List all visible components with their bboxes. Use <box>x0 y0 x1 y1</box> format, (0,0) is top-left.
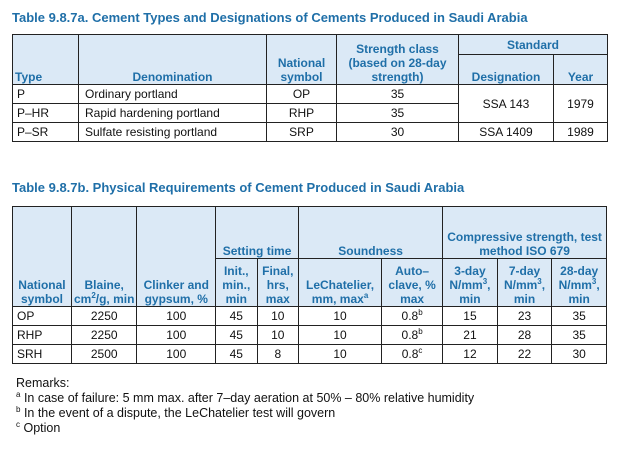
row-lechatelier: 10 <box>298 306 383 326</box>
table-b-caption: Table 9.8.7b. Physical Requirements of C… <box>12 180 465 195</box>
row-clinker: 100 <box>136 306 217 326</box>
row-blaine: 2500 <box>70 344 138 364</box>
row-blaine: 2250 <box>70 325 138 345</box>
header-year: Year <box>552 54 609 85</box>
row-lechatelier: 10 <box>298 325 383 345</box>
row-3-day: 12 <box>442 344 498 364</box>
standard-year: 1979 <box>552 84 609 123</box>
row-symbol: SRH <box>12 344 72 364</box>
row-strength: 35 <box>336 103 459 123</box>
row-autoclave: 0.8b <box>381 306 444 326</box>
header-init: Init., min., min <box>215 258 258 307</box>
cement-types-table: Type Denomination National symbol Streng… <box>12 34 609 142</box>
remark-note: a In case of failure: 5 mm max. after 7–… <box>16 389 475 405</box>
remarks-title: Remarks: <box>16 376 70 390</box>
header-soundness: Soundness <box>298 206 444 259</box>
row-28-day: 35 <box>551 325 607 345</box>
row-init: 45 <box>215 325 258 345</box>
row-7-day: 22 <box>496 344 553 364</box>
header-7-day: 7-day N/mm3, min <box>496 258 553 307</box>
header-28-day: 28-day N/mm3, min <box>551 258 607 307</box>
row-autoclave: 0.8c <box>381 344 444 364</box>
standard-designation: SSA 1409 <box>458 122 554 142</box>
standard-year: 1989 <box>552 122 609 142</box>
row-denomination: Rapid hardening portland <box>78 103 267 123</box>
row-final: 10 <box>256 325 300 345</box>
row-symbol: SRP <box>266 122 337 142</box>
header-final: Final, hrs, max <box>256 258 300 307</box>
row-symbol: OP <box>266 84 337 104</box>
remarks: Remarks: a In case of failure: 5 mm max.… <box>16 376 474 436</box>
row-28-day: 35 <box>551 306 607 326</box>
row-init: 45 <box>215 344 258 364</box>
row-final: 10 <box>256 306 300 326</box>
header-type: Type <box>12 34 79 85</box>
row-blaine: 2250 <box>70 306 138 326</box>
remark-note: c Option <box>16 419 61 435</box>
header-standard: Standard <box>457 34 609 55</box>
row-lechatelier: 10 <box>298 344 383 364</box>
row-type: P–SR <box>12 122 79 142</box>
row-final: 8 <box>256 344 300 364</box>
header-denomination: Denomination <box>78 34 267 85</box>
physical-requirements-table: National symbol Blaine, cm2/g, min Clink… <box>12 206 607 364</box>
row-clinker: 100 <box>136 344 217 364</box>
row-28-day: 30 <box>551 344 607 364</box>
row-clinker: 100 <box>136 325 217 345</box>
row-denomination: Sulfate resisting portland <box>78 122 267 142</box>
header-strength-class: Strength class (based on 28-day strength… <box>336 34 459 85</box>
header-lechatelier: LeChatelier, mm, maxa <box>298 258 383 307</box>
row-7-day: 23 <box>496 306 553 326</box>
row-type: P–HR <box>12 103 79 123</box>
row-type: P <box>12 84 79 104</box>
row-7-day: 28 <box>496 325 553 345</box>
header-clinker: Clinker and gypsum, % <box>136 206 217 307</box>
header-compressive: Compressive strength, test method ISO 67… <box>442 206 607 259</box>
row-denomination: Ordinary portland <box>78 84 267 104</box>
remark-note: b In the event of a dispute, the LeChate… <box>16 404 336 420</box>
header-3-day: 3-day N/mm3, min <box>442 258 498 307</box>
header-national-symbol: National symbol <box>266 34 337 85</box>
row-3-day: 15 <box>442 306 498 326</box>
row-init: 45 <box>215 306 258 326</box>
header-setting-time: Setting time <box>215 206 300 259</box>
header-blaine: Blaine, cm2/g, min <box>70 206 138 307</box>
row-symbol: OP <box>12 306 72 326</box>
row-strength: 30 <box>336 122 459 142</box>
table-a-caption: Table 9.8.7a. Cement Types and Designati… <box>12 10 528 25</box>
row-symbol: RHP <box>12 325 72 345</box>
standard-designation: SSA 143 <box>458 84 554 123</box>
row-3-day: 21 <box>442 325 498 345</box>
header-autoclave: Auto–clave, % max <box>381 258 444 307</box>
row-symbol: RHP <box>266 103 337 123</box>
header-national-symbol: National symbol <box>12 206 72 307</box>
header-designation: Designation <box>458 54 554 85</box>
row-autoclave: 0.8b <box>381 325 444 345</box>
row-strength: 35 <box>336 84 459 104</box>
